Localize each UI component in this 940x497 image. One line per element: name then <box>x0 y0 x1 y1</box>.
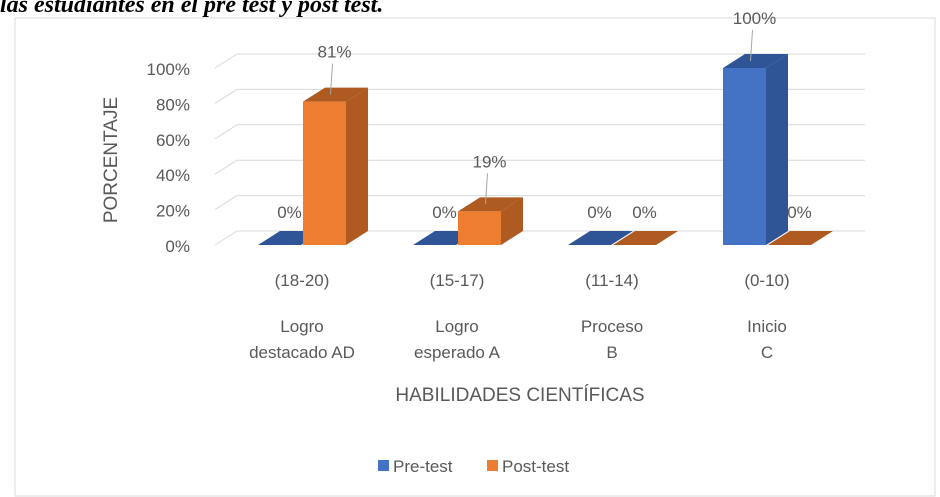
x-tick-label: Logro <box>280 317 323 336</box>
bar-top <box>768 231 833 245</box>
x-tick-label: B <box>606 343 617 362</box>
x-tick-label: Inicio <box>747 317 787 336</box>
data-label: 0% <box>277 203 302 222</box>
y-axis-title: PORCENTAJE <box>101 97 122 223</box>
bar-top <box>723 54 788 68</box>
bar-side <box>346 87 368 245</box>
x-tick-label: (0-10) <box>744 271 789 290</box>
bar-top <box>568 231 633 245</box>
bar-side <box>766 54 788 245</box>
y-tick-label: 40% <box>156 166 190 185</box>
x-tick-label: Logro <box>435 317 478 336</box>
grid-line <box>214 88 238 104</box>
grid-line <box>214 53 238 69</box>
x-tick-label: destacado AD <box>249 343 355 362</box>
leader-line <box>330 63 333 95</box>
grid-line <box>214 230 238 246</box>
data-label: 0% <box>432 203 457 222</box>
grid-line <box>214 124 238 140</box>
y-tick-label: 20% <box>156 202 190 221</box>
bar-top <box>303 87 368 102</box>
x-tick-label: C <box>761 343 773 362</box>
y-tick-label: 80% <box>156 95 190 114</box>
x-tick-label: (15-17) <box>430 271 485 290</box>
y-tick-label: 60% <box>156 131 190 150</box>
caption: las estudiantes en el pre test y post te… <box>0 0 383 18</box>
legend-swatch <box>487 460 498 471</box>
data-label: 0% <box>632 203 657 222</box>
grid-line <box>214 195 238 211</box>
x-tick-label: esperado A <box>414 343 501 362</box>
bar-top <box>458 197 523 212</box>
bar <box>303 101 346 245</box>
y-tick-label: 0% <box>165 237 190 256</box>
bar-side <box>501 197 523 245</box>
data-label: 100% <box>733 9 776 28</box>
data-label: 0% <box>787 203 812 222</box>
legend-swatch <box>378 460 389 471</box>
chart-border <box>14 17 936 497</box>
y-tick-label: 100% <box>147 60 190 79</box>
data-label: 81% <box>317 43 351 62</box>
x-tick-label: Proceso <box>581 317 643 336</box>
bar-top <box>613 231 678 245</box>
leader-line <box>485 173 488 205</box>
data-label: 19% <box>472 152 506 171</box>
legend-label: Post-test <box>502 457 569 476</box>
x-tick-label: (11-14) <box>585 271 639 290</box>
grid-line <box>214 159 238 175</box>
data-label: 0% <box>587 203 612 222</box>
bar <box>723 68 766 245</box>
bar <box>458 211 501 245</box>
legend-label: Pre-test <box>393 457 453 476</box>
leader-line <box>750 29 753 62</box>
x-axis-title: HABILIDADES CIENTÍFICAS <box>395 385 644 406</box>
x-tick-label: (18-20) <box>275 271 330 290</box>
